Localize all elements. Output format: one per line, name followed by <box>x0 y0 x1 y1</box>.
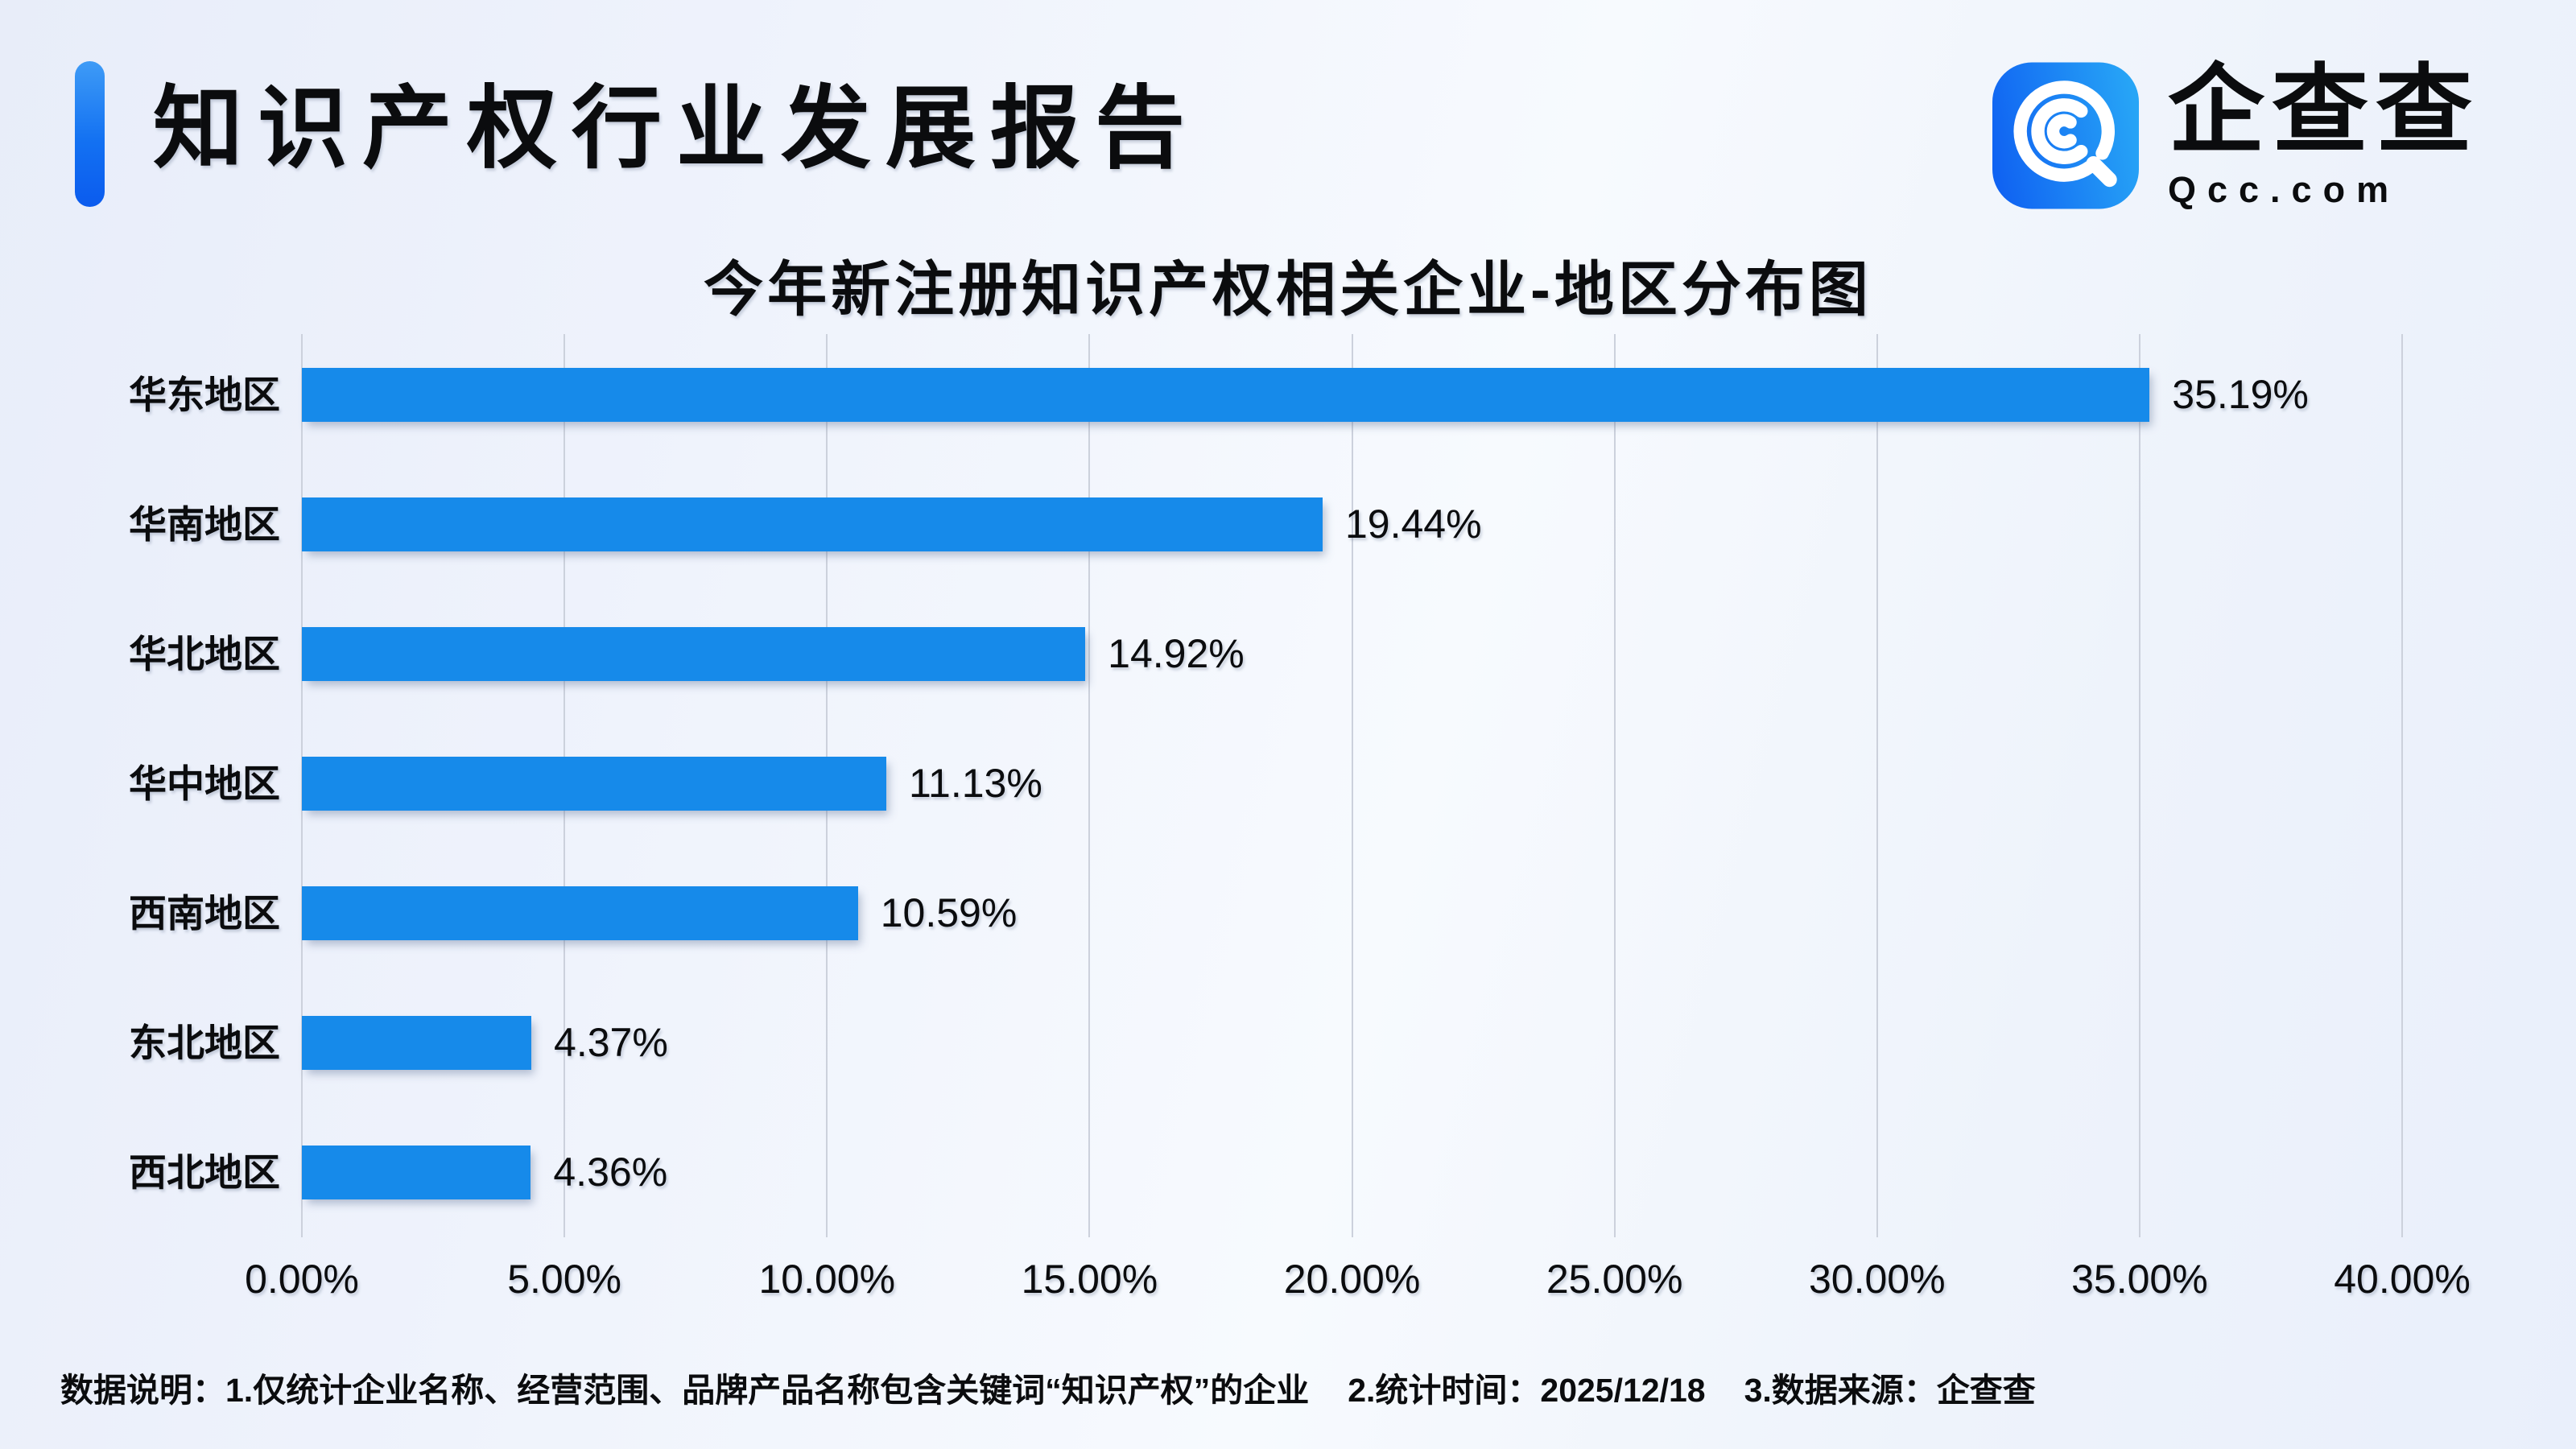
value-label: 19.44% <box>1344 502 1482 547</box>
category-label: 华中地区 <box>129 762 280 805</box>
x-tick-label: 5.00% <box>507 1257 622 1302</box>
x-tick-label: 40.00% <box>2334 1257 2471 1302</box>
bar <box>302 886 858 940</box>
chart-title: 今年新注册知识产权相关企业-地区分布图 <box>704 256 1872 323</box>
gridline <box>2138 334 2140 1237</box>
bar-row: 华中地区 11.13% <box>129 719 2402 848</box>
qcc-magnifier-icon <box>1992 62 2139 209</box>
logo-text-block: 企查查 Qcc.com <box>2168 60 2479 211</box>
category-label: 西南地区 <box>129 892 280 935</box>
bar-row: 华南地区 19.44% <box>129 460 2402 589</box>
bar-row: 华北地区 14.92% <box>129 589 2402 719</box>
category-label: 东北地区 <box>129 1022 280 1064</box>
logo-domain: Qcc.com <box>2168 169 2401 210</box>
value-label: 11.13% <box>908 761 1042 806</box>
bar-row: 东北地区 4.37% <box>129 978 2402 1108</box>
gridline <box>1876 334 1878 1237</box>
bar <box>302 1016 532 1070</box>
x-tick-label: 0.00% <box>245 1257 359 1302</box>
x-tick-label: 35.00% <box>2071 1257 2208 1302</box>
x-tick-label: 20.00% <box>1283 1257 1421 1302</box>
gridline <box>1088 334 1091 1237</box>
category-label: 华南地区 <box>129 503 280 546</box>
note-data-source: 3.数据来源：企查查 <box>1744 1372 2036 1409</box>
logo-brand-name: 企查查 <box>2168 56 2479 164</box>
gridline <box>2401 334 2403 1237</box>
value-label: 10.59% <box>880 890 1018 935</box>
bar <box>302 627 1086 681</box>
report-title: 知识产权行业发展报告 <box>153 78 1199 179</box>
bar <box>302 497 1323 551</box>
bar-row: 西南地区 10.59% <box>129 848 2402 978</box>
bar <box>302 757 886 811</box>
x-tick-label: 25.00% <box>1546 1257 1683 1302</box>
x-tick-label: 10.00% <box>758 1257 896 1302</box>
bar-row: 华东地区 35.19% <box>129 330 2402 460</box>
value-label: 4.36% <box>553 1150 668 1195</box>
category-label: 西北地区 <box>129 1151 280 1194</box>
bar <box>302 368 2150 422</box>
gridline <box>1613 334 1616 1237</box>
value-label: 35.19% <box>2172 372 2309 417</box>
note-statistics-date: 2.统计时间：2025/12/18 <box>1348 1372 1706 1409</box>
x-axis-tick-labels: 0.00% 5.00% 10.00% 15.00% 20.00% 25.00% 30.00%… <box>245 1256 2471 1312</box>
x-tick-label: 30.00% <box>1808 1257 1946 1302</box>
x-tick-label: 15.00% <box>1021 1257 1158 1302</box>
bar <box>302 1146 531 1199</box>
note-statistics-scope: 数据说明：1.仅统计企业名称、经营范围、品牌产品名称包含关键词“知识产权”的企业 <box>60 1372 1310 1409</box>
title-accent-bar <box>75 61 105 207</box>
value-label: 4.37% <box>554 1020 668 1065</box>
value-label: 14.92% <box>1108 631 1245 676</box>
category-label: 华东地区 <box>129 374 280 416</box>
bar-rows: 华东地区 35.19% 华南地区 19.44% 华北地区 14.92% 华中地区 11.13%… <box>129 330 2402 1237</box>
data-notes: 数据说明：1.仅统计企业名称、经营范围、品牌产品名称包含关键词“知识产权”的企业… <box>60 1363 2540 1411</box>
bar-row: 西北地区 4.36% <box>129 1108 2402 1237</box>
category-label: 华北地区 <box>129 633 280 675</box>
gridline <box>1351 334 1353 1237</box>
qcc-logo: 企查查 Qcc.com <box>1992 60 2479 211</box>
